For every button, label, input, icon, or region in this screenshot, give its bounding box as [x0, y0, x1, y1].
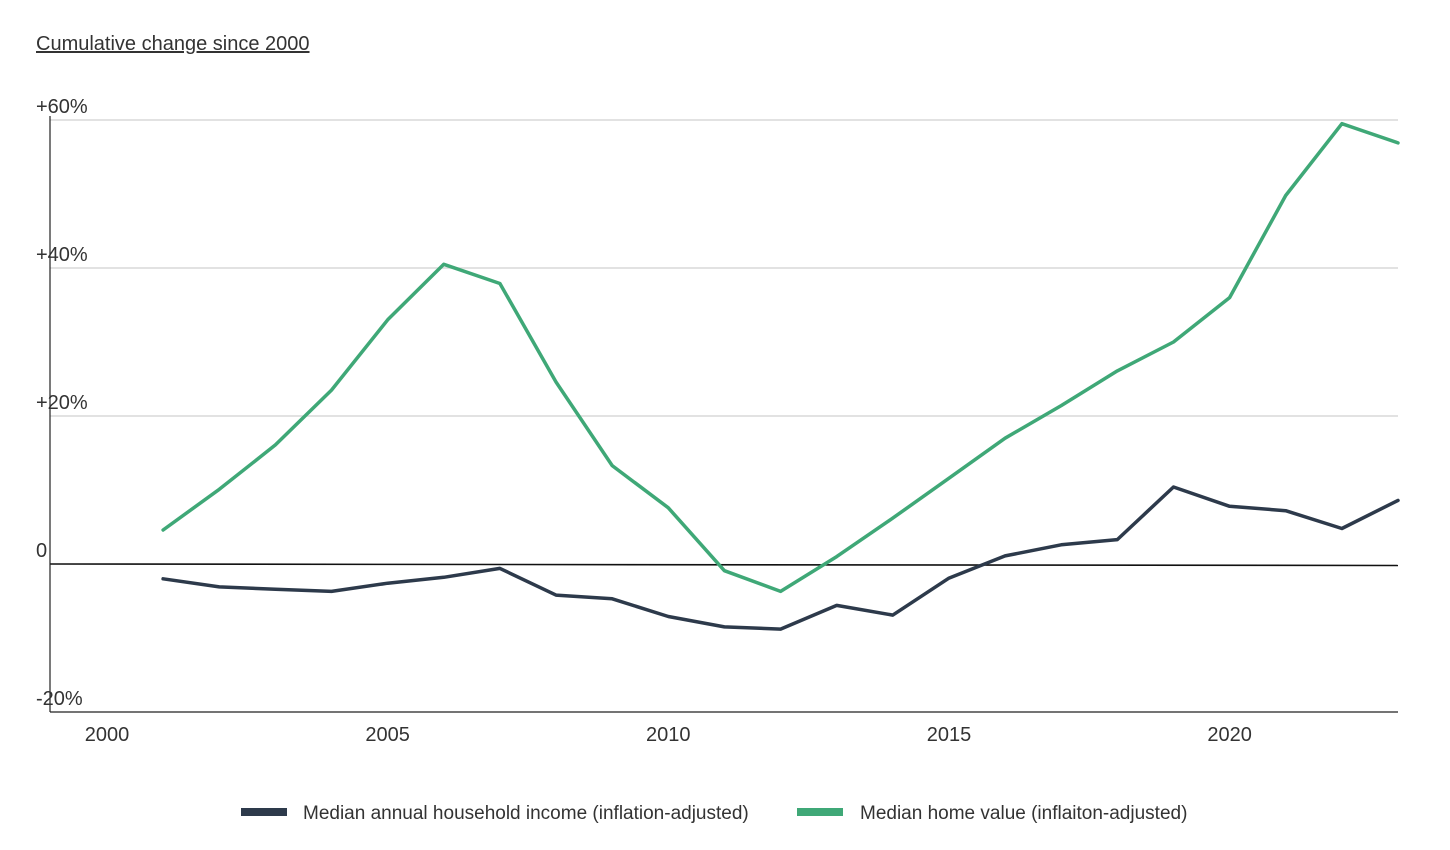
series-line-home-value	[161, 121, 1400, 594]
y-tick-label: +20%	[36, 392, 88, 414]
x-axis-ticks: 2000 2005 2010 2015 2020	[85, 724, 1252, 746]
legend: Median annual household income (inflatio…	[241, 803, 1187, 824]
x-tick-label: 2020	[1207, 724, 1252, 746]
legend-label: Median home value (inflaiton-adjusted)	[860, 803, 1187, 824]
y-tick-label: -20%	[36, 688, 83, 710]
chart-title: Cumulative change since 2000	[36, 33, 310, 55]
y-tick-label: 0	[36, 540, 47, 562]
legend-swatch	[797, 808, 843, 816]
x-tick-label: 2015	[927, 724, 972, 746]
grid-lines	[49, 116, 1399, 713]
y-tick-label: +60%	[36, 96, 88, 118]
x-tick-label: 2010	[646, 724, 691, 746]
y-tick-label: +40%	[36, 244, 88, 266]
legend-swatch	[241, 808, 287, 816]
y-axis-ticks: +60% +40% +20% 0 -20%	[36, 96, 88, 710]
x-tick-label: 2005	[365, 724, 410, 746]
x-tick-label: 2000	[85, 724, 130, 746]
zero-baseline	[49, 563, 1399, 567]
series-lines	[161, 121, 1400, 631]
legend-label: Median annual household income (inflatio…	[303, 803, 749, 824]
series-line-household-income	[161, 485, 1400, 631]
